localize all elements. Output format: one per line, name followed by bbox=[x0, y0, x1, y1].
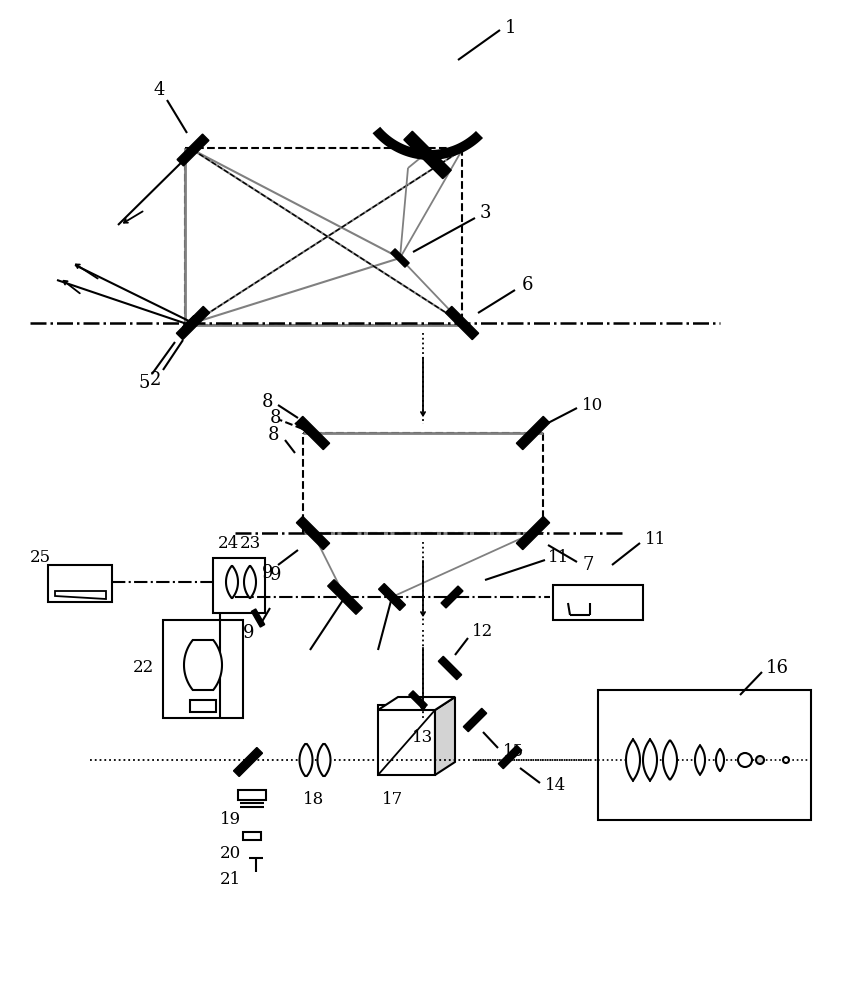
Polygon shape bbox=[404, 131, 452, 179]
Text: 23: 23 bbox=[240, 534, 262, 552]
Text: 8: 8 bbox=[270, 409, 282, 427]
Text: 21: 21 bbox=[220, 871, 241, 888]
Polygon shape bbox=[626, 739, 640, 781]
Bar bbox=[243, 832, 261, 840]
Polygon shape bbox=[663, 740, 677, 780]
Text: 8: 8 bbox=[262, 393, 273, 411]
Text: 11: 11 bbox=[645, 532, 666, 548]
Polygon shape bbox=[517, 416, 549, 450]
Text: 17: 17 bbox=[382, 792, 403, 808]
Bar bbox=[190, 700, 216, 712]
Bar bbox=[238, 790, 266, 800]
Polygon shape bbox=[252, 609, 265, 627]
Polygon shape bbox=[498, 745, 522, 769]
Text: 16: 16 bbox=[766, 659, 789, 677]
Text: 22: 22 bbox=[133, 658, 154, 676]
Polygon shape bbox=[378, 697, 455, 710]
Polygon shape bbox=[379, 584, 405, 610]
Text: 9: 9 bbox=[262, 564, 273, 582]
Polygon shape bbox=[327, 580, 362, 614]
Polygon shape bbox=[391, 249, 409, 267]
Text: 6: 6 bbox=[522, 276, 533, 294]
Polygon shape bbox=[177, 134, 209, 166]
Text: 9: 9 bbox=[243, 624, 255, 642]
Text: 4: 4 bbox=[153, 81, 165, 99]
Text: 13: 13 bbox=[412, 730, 433, 746]
Text: 20: 20 bbox=[220, 844, 241, 861]
Polygon shape bbox=[435, 697, 455, 775]
Text: 9: 9 bbox=[270, 566, 282, 584]
Polygon shape bbox=[234, 748, 262, 776]
Polygon shape bbox=[408, 691, 427, 709]
Polygon shape bbox=[695, 745, 705, 775]
Text: 25: 25 bbox=[30, 550, 51, 566]
Circle shape bbox=[756, 756, 764, 764]
Text: 7: 7 bbox=[582, 556, 593, 574]
Text: 2: 2 bbox=[150, 371, 161, 389]
Polygon shape bbox=[438, 656, 462, 680]
Text: 19: 19 bbox=[220, 812, 241, 828]
Polygon shape bbox=[226, 566, 238, 598]
Bar bbox=[378, 705, 435, 775]
Text: 18: 18 bbox=[303, 792, 324, 808]
Polygon shape bbox=[296, 416, 330, 450]
Polygon shape bbox=[317, 744, 331, 776]
Bar bbox=[163, 620, 243, 718]
Text: 11: 11 bbox=[548, 548, 569, 566]
Text: 15: 15 bbox=[503, 744, 524, 760]
Bar bbox=[213, 558, 265, 613]
Text: 3: 3 bbox=[480, 204, 491, 222]
Polygon shape bbox=[716, 749, 724, 771]
Polygon shape bbox=[55, 591, 106, 599]
Polygon shape bbox=[517, 516, 549, 550]
Text: 8: 8 bbox=[268, 426, 279, 444]
Text: 12: 12 bbox=[472, 624, 493, 641]
Polygon shape bbox=[296, 516, 330, 550]
Polygon shape bbox=[182, 316, 197, 330]
Text: 24: 24 bbox=[218, 534, 239, 552]
Polygon shape bbox=[643, 739, 657, 781]
Polygon shape bbox=[463, 708, 487, 732]
Text: 5: 5 bbox=[138, 374, 149, 392]
Polygon shape bbox=[184, 640, 222, 690]
Bar bbox=[598, 690, 811, 820]
Polygon shape bbox=[176, 306, 209, 340]
Text: 14: 14 bbox=[545, 778, 566, 794]
Text: 10: 10 bbox=[582, 396, 603, 414]
Polygon shape bbox=[244, 566, 256, 598]
Bar bbox=[48, 565, 112, 602]
Bar bbox=[553, 585, 643, 620]
Polygon shape bbox=[446, 306, 479, 340]
Polygon shape bbox=[300, 744, 312, 776]
Circle shape bbox=[738, 753, 752, 767]
Polygon shape bbox=[441, 586, 463, 608]
Polygon shape bbox=[372, 127, 483, 160]
Circle shape bbox=[783, 757, 789, 763]
Text: 1: 1 bbox=[505, 19, 517, 37]
